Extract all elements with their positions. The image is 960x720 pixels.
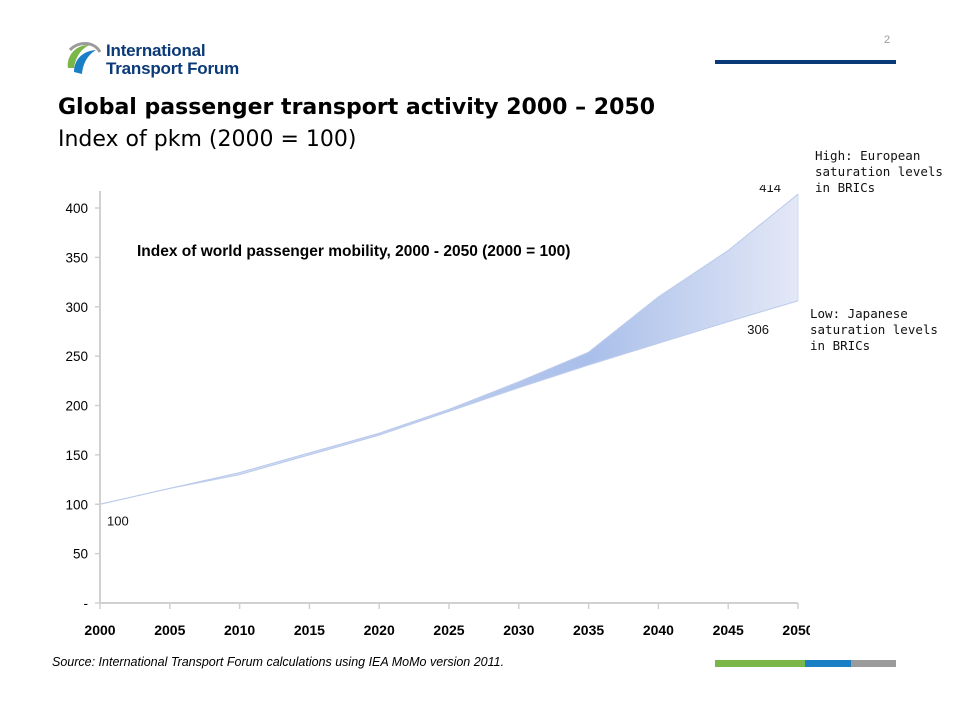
x-tick-label: 2040	[643, 622, 674, 638]
x-tick-label: 2045	[713, 622, 744, 638]
y-tick-label: 50	[73, 547, 88, 562]
x-tick-label: 2030	[503, 622, 534, 638]
x-tick-label: 2050	[782, 622, 810, 638]
y-tick-label: 350	[65, 250, 88, 265]
data-label: 414	[759, 185, 781, 195]
x-tick-label: 2005	[154, 622, 185, 638]
slide-subtitle: Index of pkm (2000 = 100)	[58, 127, 357, 152]
series-line-low	[99, 300, 799, 505]
series-line-high	[99, 193, 799, 505]
y-tick-label: 100	[65, 497, 88, 512]
x-tick-label: 2025	[433, 622, 464, 638]
y-tick-label: 400	[65, 201, 88, 216]
header-rule	[715, 60, 896, 64]
y-tick-label: 150	[65, 448, 88, 463]
logo-wordmark: International Transport Forum	[106, 42, 239, 78]
y-tick-label: 300	[65, 300, 88, 315]
range-band-high-low	[99, 193, 799, 505]
mobility-index-chart: - 50 100 150 200 250 300 350 400 2000 2005 2010 201…	[65, 185, 810, 638]
slide-title: Global passenger transport activity 2000…	[58, 95, 656, 120]
data-label: 100	[107, 513, 129, 528]
y-tick-label: 200	[65, 399, 88, 414]
annotation-high: High: European saturation levels in BRIC…	[815, 148, 943, 195]
footer-bar-green	[715, 660, 805, 667]
source-note: Source: International Transport Forum ca…	[52, 655, 505, 669]
y-tick-label: 250	[65, 349, 88, 364]
itf-logo: International Transport Forum	[62, 38, 262, 82]
x-tick-label: 2020	[364, 622, 395, 638]
x-tick-label: 2000	[84, 622, 115, 638]
footer-bar-grey	[851, 660, 896, 667]
x-tick-label: 2035	[573, 622, 604, 638]
data-label: 306	[747, 322, 769, 337]
page-number: 2	[884, 34, 891, 46]
logo-line-1: International	[106, 41, 206, 60]
chart-title: Index of world passenger mobility, 2000 …	[137, 243, 570, 260]
y-tick-label: -	[84, 596, 89, 611]
footer-bar-blue	[805, 660, 851, 667]
logo-line-2: Transport Forum	[106, 59, 240, 78]
x-tick-label: 2010	[224, 622, 255, 638]
globe-swoosh-icon	[67, 42, 102, 74]
x-tick-label: 2015	[294, 622, 325, 638]
annotation-low: Low: Japanese saturation levels in BRICs	[810, 306, 938, 353]
